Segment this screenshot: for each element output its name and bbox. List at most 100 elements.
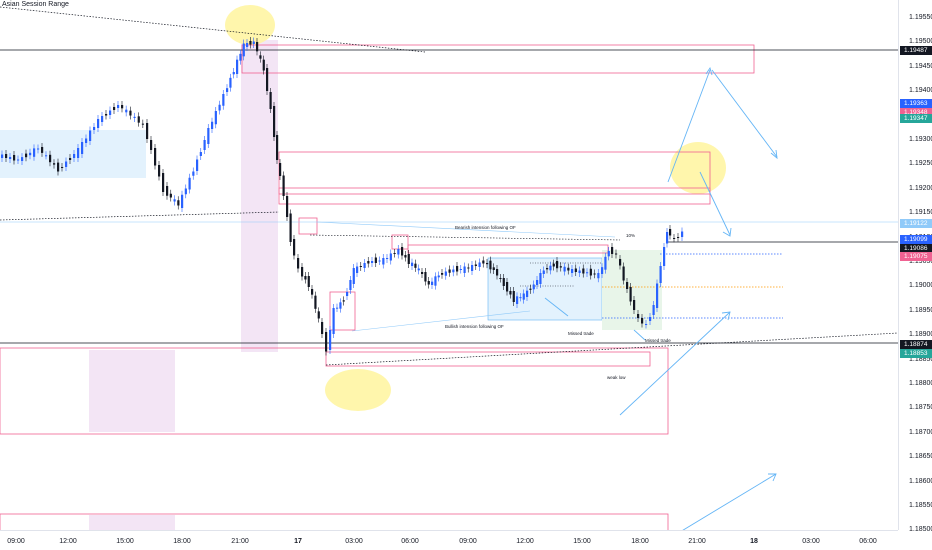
candle-body — [578, 270, 581, 273]
candle-body — [666, 232, 669, 244]
supply-zone-small[interactable] — [298, 217, 318, 235]
annotation-missed-trade-1: Missed trade — [568, 331, 594, 336]
time-tick-label: 06:00 — [401, 538, 419, 545]
candle-body — [349, 280, 352, 290]
candle-body — [363, 263, 366, 268]
trendline-dotted-1[interactable] — [0, 6, 426, 53]
candle-body — [346, 292, 349, 296]
chart-plot-area[interactable]: Asian Session Range Bearish intension fo… — [0, 0, 898, 530]
projection-arrowhead-mid[interactable] — [722, 227, 732, 237]
candle-body — [109, 110, 112, 115]
candle-body — [77, 148, 80, 158]
candle-body — [448, 269, 451, 273]
candle-body — [444, 271, 447, 276]
candle-body — [169, 193, 172, 198]
highlight-ellipse-right[interactable] — [670, 142, 726, 194]
candle-body — [311, 289, 314, 295]
candle-body — [393, 253, 396, 254]
candle-body — [532, 284, 535, 290]
candle-body — [85, 138, 88, 143]
candle-body — [89, 130, 92, 141]
candle-body — [173, 199, 176, 202]
demand-zone-low[interactable] — [0, 347, 669, 435]
candle-body — [93, 127, 96, 130]
projection-arrowhead-lower[interactable] — [721, 311, 731, 321]
killzone-highlight-bottom[interactable] — [89, 515, 175, 530]
candle-body — [593, 273, 596, 275]
candle-body — [199, 152, 202, 156]
candlestick-series[interactable] — [1, 37, 684, 356]
time-tick-label: 18 — [750, 538, 758, 545]
candle-body — [463, 266, 466, 273]
highlight-ellipse-low[interactable] — [325, 369, 391, 411]
time-tick-label: 21:00 — [231, 538, 249, 545]
candle-body — [307, 276, 310, 287]
demand-zone-bottom[interactable] — [0, 513, 669, 530]
bullish-intention-line[interactable] — [351, 310, 531, 332]
candle-body — [536, 280, 539, 285]
demand-zone-small[interactable] — [329, 291, 356, 331]
projection-arrow-up[interactable] — [667, 69, 711, 183]
price-tick-label: 1.19400 — [909, 87, 932, 95]
trendline-dotted-4[interactable] — [309, 234, 621, 241]
price-badge: 1.18853 — [900, 349, 932, 358]
candle-body — [441, 273, 444, 275]
candle-body — [681, 231, 684, 237]
projection-arrow-down[interactable] — [711, 69, 778, 158]
candle-body — [414, 263, 417, 268]
demand-zone-low-2[interactable] — [325, 351, 651, 367]
killzone-highlight-lower[interactable] — [89, 350, 175, 432]
candle-body — [13, 155, 16, 161]
projection-arrow-bottom[interactable] — [675, 473, 777, 530]
candle-body — [65, 161, 68, 167]
projection-arrow-mid[interactable] — [699, 171, 731, 236]
price-tick-label: 1.18700 — [909, 428, 932, 436]
time-axis[interactable]: 09:00 12:00 15:00 18:00 21:00 17 03:00 06:00 09:… — [0, 530, 898, 550]
candle-body — [563, 266, 566, 272]
candle-body — [53, 163, 56, 165]
candle-body — [506, 282, 509, 292]
candle-body — [113, 107, 116, 110]
candle-body — [652, 305, 655, 315]
projection-arrowhead-down[interactable] — [770, 149, 778, 160]
green-session-box[interactable] — [602, 250, 662, 330]
candle-body — [29, 152, 32, 156]
projection-arrow-lower[interactable] — [619, 311, 731, 416]
candle-body — [512, 291, 515, 302]
trendline-dotted-2[interactable] — [0, 211, 280, 221]
candle-body — [626, 282, 629, 289]
missed-trade-pointer-1[interactable] — [544, 297, 569, 317]
projection-arrowhead-bottom[interactable] — [768, 473, 777, 482]
bearish-intention-line[interactable] — [316, 221, 616, 238]
candle-body — [371, 261, 374, 263]
supply-zone-small-2[interactable] — [391, 234, 409, 250]
supply-zone-top[interactable] — [241, 44, 755, 74]
price-axis[interactable]: 1.195501.195001.194501.194001.193501.193… — [898, 0, 932, 533]
candle-body — [382, 258, 385, 265]
supply-zone-mid-2[interactable] — [278, 187, 711, 205]
trendline-dotted-3[interactable] — [325, 332, 898, 366]
candle-body — [397, 249, 400, 255]
candle-body — [321, 322, 324, 334]
price-chart-canvas[interactable] — [0, 0, 898, 530]
price-tick-label: 1.19250 — [909, 160, 932, 168]
highlight-ellipse-top[interactable] — [225, 5, 275, 45]
candle-body — [293, 239, 296, 256]
candle-body — [356, 266, 359, 273]
candle-body — [45, 155, 48, 157]
candle-body — [492, 267, 495, 270]
candle-body — [467, 267, 470, 269]
supply-zone-thin[interactable] — [407, 244, 609, 254]
killzone-highlight[interactable] — [241, 40, 278, 352]
asian-session-box-2[interactable] — [487, 257, 603, 321]
price-tick-label: 1.18550 — [909, 502, 932, 509]
candle-body — [417, 268, 420, 271]
missed-trade-pointer-2[interactable] — [633, 329, 646, 341]
candle-body — [663, 247, 666, 266]
time-tick-label: 09:00 — [7, 538, 25, 545]
candle-body — [17, 159, 20, 161]
candle-body — [352, 268, 355, 284]
time-tick-label: 03:00 — [802, 538, 820, 545]
projection-arrowhead-up[interactable] — [705, 66, 713, 76]
